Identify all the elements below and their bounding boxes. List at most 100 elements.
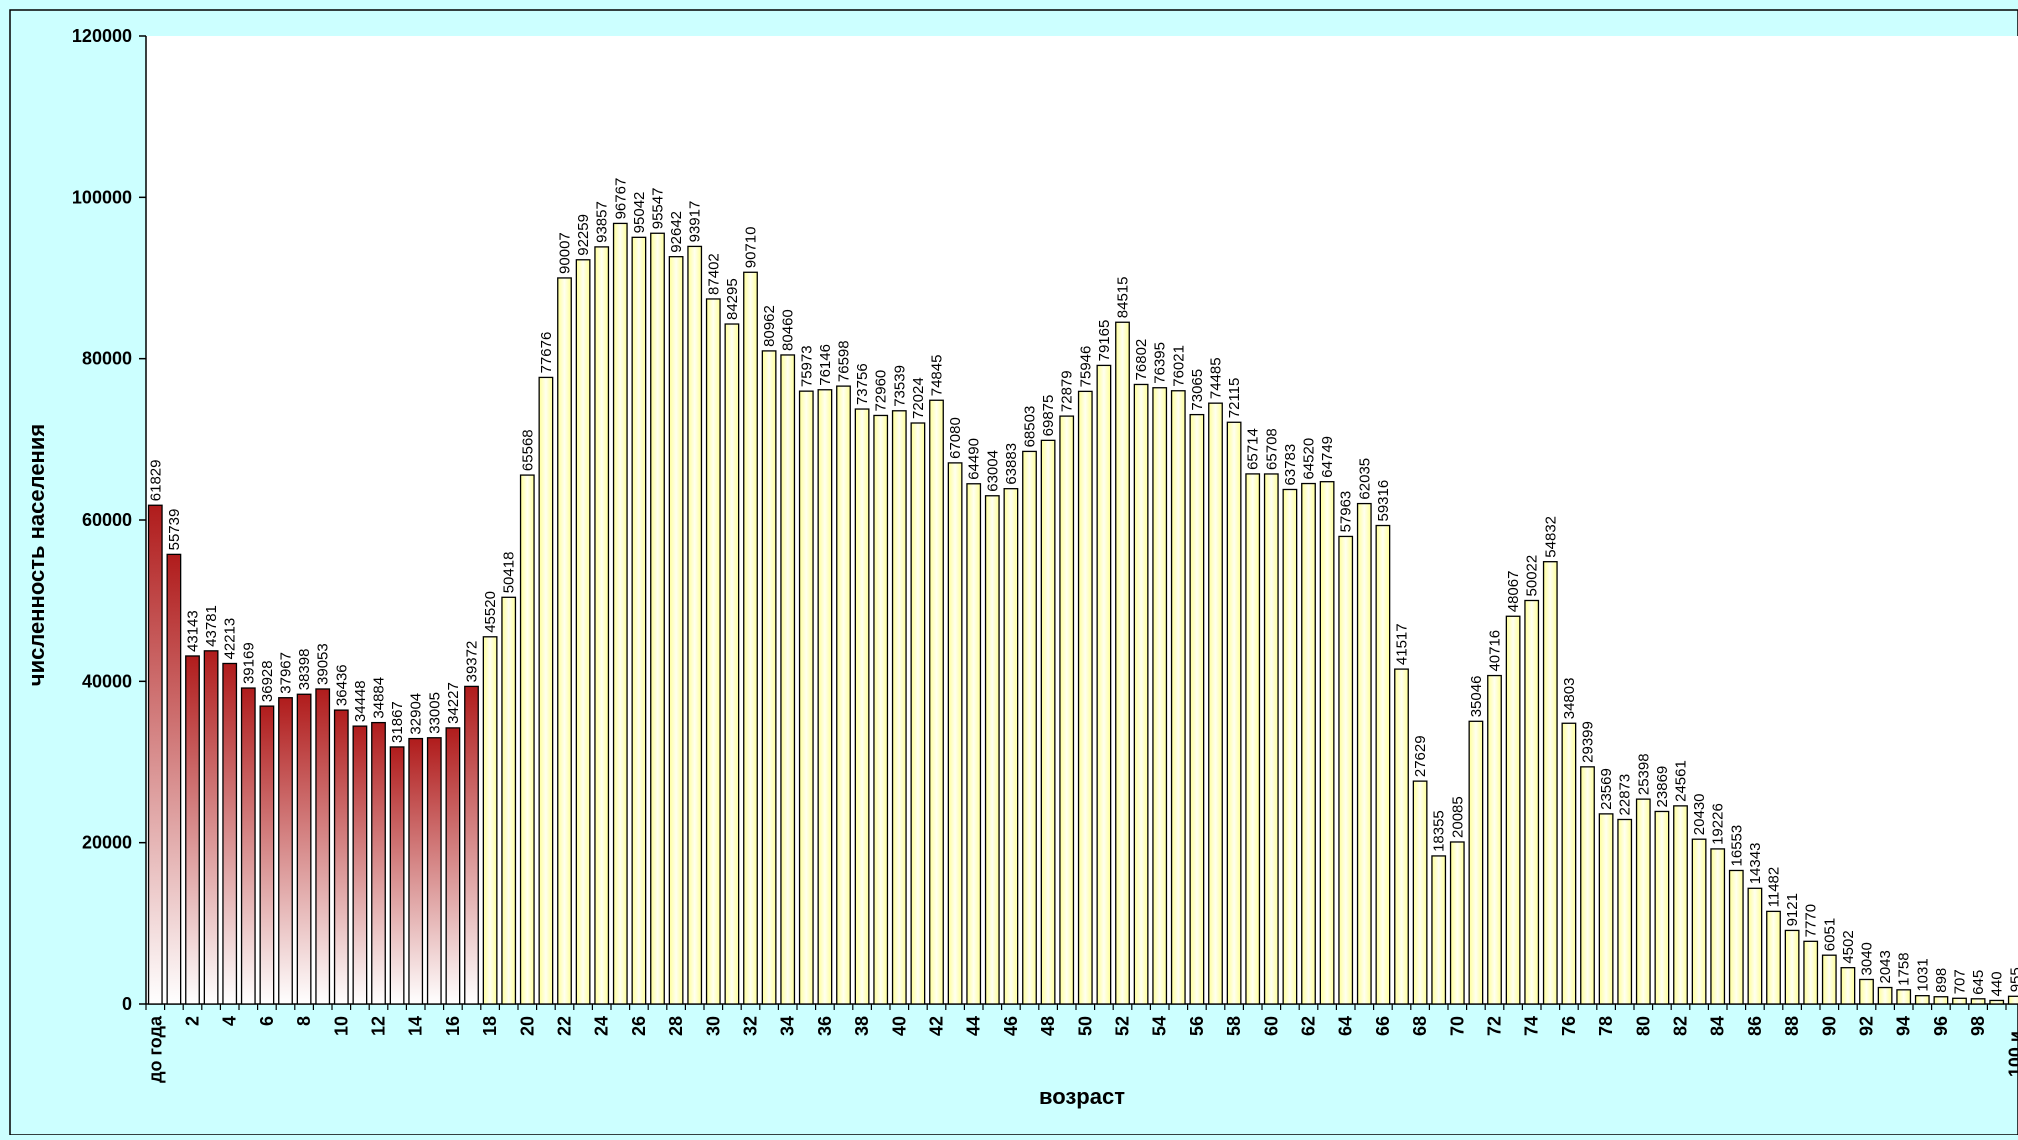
- x-tick-label: 2: [183, 1016, 203, 1026]
- data-label: 84515: [1115, 277, 1132, 319]
- data-label: 39169: [240, 642, 257, 684]
- bar: [1952, 997, 1967, 1005]
- data-label: 90710: [743, 227, 760, 269]
- x-tick-label: 42: [927, 1016, 947, 1036]
- bar: [836, 385, 851, 1005]
- bar: [1728, 869, 1744, 1005]
- data-label: 72879: [1059, 370, 1076, 412]
- data-label: 34448: [352, 680, 369, 722]
- data-label: 92259: [575, 214, 592, 256]
- data-label: 90007: [557, 232, 574, 274]
- data-label: 955: [2007, 967, 2018, 992]
- data-label: 73539: [891, 365, 908, 407]
- bar: [947, 462, 963, 1005]
- data-label: 20430: [1691, 793, 1708, 835]
- x-tick-label: 62: [1299, 1016, 1319, 1036]
- x-tick-label: 20: [517, 1016, 537, 1036]
- y-tick-label: 120000: [72, 26, 132, 46]
- bar: [1989, 999, 2005, 1005]
- bar: [1040, 439, 1056, 1005]
- data-label: 39053: [315, 643, 332, 685]
- data-label: 48067: [1505, 571, 1522, 613]
- data-label: 92642: [668, 211, 685, 253]
- data-label: 68503: [1022, 406, 1039, 448]
- x-tick-label: 10: [331, 1016, 351, 1036]
- bar: [315, 688, 331, 1005]
- bar: [464, 685, 479, 1005]
- data-label: 3040: [1859, 942, 1876, 975]
- data-label: 898: [1933, 968, 1950, 993]
- data-label: 6051: [1821, 918, 1838, 951]
- data-label: 11482: [1766, 867, 1783, 908]
- bar: [1784, 929, 1800, 1005]
- x-tick-label: 100 и...: [2005, 1016, 2018, 1077]
- data-label: 64749: [1319, 436, 1336, 478]
- bar: [426, 737, 442, 1005]
- x-tick-label: 94: [1894, 1016, 1914, 1036]
- data-label: 39372: [464, 641, 481, 683]
- data-label: 61829: [147, 460, 164, 502]
- bar: [1394, 668, 1409, 1005]
- x-tick-label: 22: [555, 1016, 575, 1036]
- data-label: 23869: [1654, 766, 1671, 808]
- bar: [612, 222, 628, 1005]
- data-label: 74485: [1208, 357, 1225, 399]
- bar: [1542, 561, 1558, 1005]
- data-label: 1031: [1914, 958, 1931, 991]
- data-label: 55739: [166, 509, 183, 551]
- data-label: 93857: [594, 201, 611, 243]
- data-label: 40716: [1487, 630, 1504, 672]
- data-label: 50022: [1524, 555, 1541, 597]
- data-label: 22873: [1617, 774, 1634, 816]
- bar: [1338, 535, 1354, 1005]
- bar: [798, 390, 814, 1005]
- x-tick-label: 76: [1559, 1016, 1579, 1036]
- x-tick-label: 90: [1819, 1016, 1839, 1036]
- data-label: 57963: [1338, 491, 1355, 533]
- data-label: 76802: [1133, 339, 1150, 381]
- bar: [371, 721, 386, 1005]
- data-label: 36436: [333, 664, 350, 706]
- bar: [1691, 838, 1707, 1005]
- data-label: 707: [1952, 969, 1969, 994]
- bar: [1356, 502, 1372, 1005]
- data-label: 18355: [1431, 810, 1448, 852]
- bar: [538, 376, 554, 1005]
- data-label: 63783: [1282, 444, 1299, 486]
- data-label: 63883: [1003, 443, 1020, 485]
- bar: [929, 399, 944, 1005]
- data-label: 62035: [1356, 458, 1373, 500]
- data-label: 16553: [1728, 825, 1745, 867]
- data-label: 19226: [1710, 803, 1727, 845]
- bar: [1152, 387, 1168, 1005]
- data-label: 43143: [185, 610, 202, 652]
- data-label: 1758: [1896, 952, 1913, 985]
- x-tick-label: 68: [1410, 1016, 1430, 1036]
- data-label: 4502: [1840, 930, 1857, 963]
- bar: [1673, 805, 1688, 1005]
- bar: [1766, 910, 1781, 1005]
- data-label: 37967: [278, 652, 295, 694]
- x-tick-label: 32: [741, 1016, 761, 1036]
- y-tick-label: 40000: [82, 671, 132, 691]
- data-label: 2043: [1877, 950, 1894, 983]
- bar: [1431, 855, 1447, 1005]
- bar: [1710, 848, 1726, 1005]
- bar: [1505, 615, 1521, 1005]
- bar: [1654, 810, 1670, 1005]
- bars: [147, 222, 2018, 1005]
- x-tick-label: 72: [1485, 1016, 1505, 1036]
- data-label: 34803: [1561, 678, 1578, 720]
- bar: [854, 408, 870, 1005]
- bar: [1375, 524, 1391, 1005]
- x-tick-label: 30: [703, 1016, 723, 1036]
- x-tick-label: 38: [852, 1016, 872, 1036]
- data-label: 65568: [519, 429, 536, 471]
- bar: [1635, 798, 1651, 1005]
- x-tick-label: 98: [1968, 1016, 1988, 1036]
- data-label: 29399: [1580, 721, 1597, 763]
- data-label: 79165: [1096, 320, 1113, 362]
- x-tick-label: 34: [778, 1016, 798, 1036]
- bar: [1561, 722, 1577, 1005]
- data-label: 72024: [910, 377, 927, 419]
